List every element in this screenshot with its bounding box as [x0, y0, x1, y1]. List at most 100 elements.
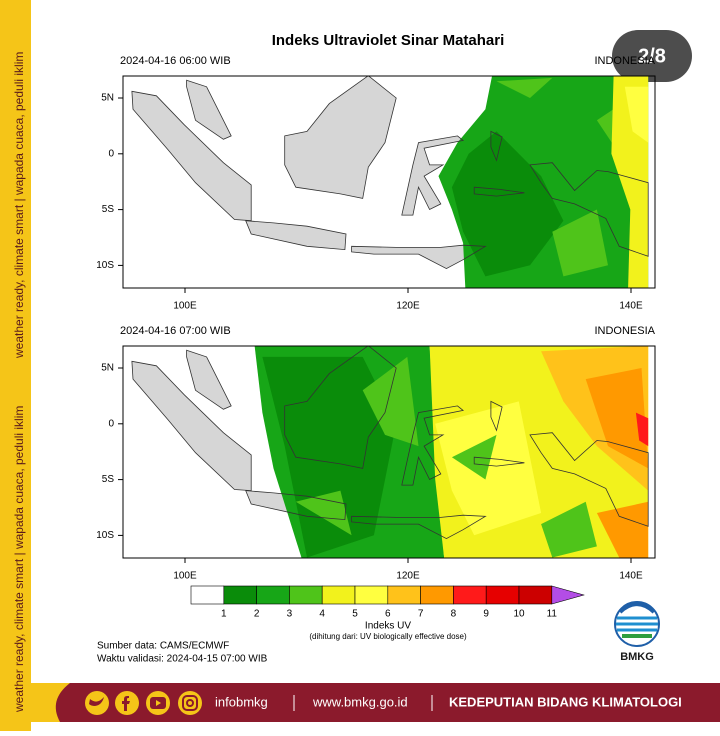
map-area: [131, 76, 649, 288]
lon-label: 100E: [173, 571, 197, 582]
lat-label: 10S: [96, 530, 114, 541]
uv-field: [362, 356, 419, 447]
uv-field: [624, 86, 649, 143]
uv-field: [596, 501, 649, 558]
lat-label: 5N: [101, 363, 114, 374]
colorbar-box: [453, 585, 487, 605]
colorbar-label: 4: [319, 609, 325, 620]
map-frame: [122, 75, 656, 289]
coastline: [245, 220, 347, 251]
colorbar-label: 8: [451, 609, 457, 620]
lon-label: 120E: [396, 301, 420, 312]
land: [131, 361, 252, 491]
coastline: [284, 346, 397, 469]
instagram-icon[interactable]: [178, 691, 202, 715]
land: [186, 80, 232, 140]
footer-accent: [31, 683, 70, 722]
colorbar-box: [387, 585, 421, 605]
footer-handle[interactable]: infobmkg: [215, 694, 268, 709]
coastline: [401, 135, 465, 216]
colorbar-box: [420, 585, 454, 605]
map-area: [131, 346, 649, 558]
coastline: [401, 405, 465, 486]
colorbar-label: 6: [385, 609, 391, 620]
logo-text: BMKG: [620, 651, 654, 663]
coastline: [131, 90, 252, 222]
map-region: INDONESIA: [594, 55, 655, 67]
land: [245, 220, 346, 250]
coastline: [351, 244, 487, 270]
coastline: [473, 186, 525, 197]
colorbar-box: [256, 585, 290, 605]
land: [186, 350, 232, 410]
lat-label: 0: [108, 418, 114, 429]
lon-label: 120E: [396, 571, 420, 582]
badge-text: 2/8: [638, 45, 666, 67]
lat-label: 0: [108, 148, 114, 159]
coastline: [245, 490, 347, 521]
colorbar-label: 10: [513, 609, 525, 620]
side-text: weather ready, climate smart | wapada cu…: [12, 52, 26, 359]
lat-label: 5S: [102, 474, 115, 485]
map-time: 2024-04-16 07:00 WIB: [120, 325, 231, 337]
colorbar-label: 3: [287, 609, 293, 620]
colorbar-box: [289, 585, 323, 605]
coastline: [473, 456, 525, 467]
uv-field: [541, 501, 597, 558]
coastline: [529, 432, 649, 527]
side-strip: [0, 0, 31, 731]
footer-bar: [31, 683, 720, 722]
footer-website[interactable]: www.bmkg.go.id: [312, 694, 408, 709]
coastline: [529, 162, 649, 257]
footer-unit: KEDEPUTIAN BIDANG KLIMATOLOGI: [449, 694, 682, 709]
lat-label: 5S: [102, 204, 115, 215]
land: [131, 91, 252, 221]
lat-label: 10S: [96, 260, 114, 271]
coastline: [284, 76, 397, 199]
social-icons: [85, 691, 202, 715]
uv-field: [295, 490, 352, 536]
colorbar-subtitle: (dihitung dari: UV biologically effectiv…: [309, 632, 467, 641]
uv-field: [496, 77, 553, 98]
colorbar-label: 2: [254, 609, 260, 620]
uv-field: [552, 209, 608, 277]
land: [284, 76, 397, 199]
colorbar-label: 5: [352, 609, 358, 620]
uv-field: [451, 131, 564, 277]
coastline: [186, 349, 232, 410]
coastline: [490, 400, 503, 432]
coastline: [131, 360, 252, 492]
page-badge[interactable]: [612, 30, 692, 82]
coastline: [351, 514, 487, 540]
colorbar-label: 9: [483, 609, 489, 620]
uv-field: [262, 356, 397, 558]
coastline: [490, 130, 503, 162]
colorbar-arrow: [551, 585, 585, 605]
colorbar-box: [354, 585, 389, 605]
colorbar-title: Indeks UV: [365, 621, 411, 632]
source: Sumber data: CAMS/ECMWF: [97, 641, 229, 652]
bmkg-logo: [614, 601, 660, 647]
map-frame: [122, 345, 656, 559]
uv-field: [585, 368, 649, 469]
map-time: 2024-04-16 06:00 WIB: [120, 55, 231, 67]
validity: Waktu validasi: 2024-04-15 07:00 WIB: [97, 654, 268, 665]
colorbar: 1 2 3 4 5 6 7 8 9 10 11: [190, 585, 585, 620]
lon-label: 100E: [173, 301, 197, 312]
map-region: INDONESIA: [594, 325, 655, 337]
colorbar-box: [223, 585, 257, 605]
colorbar-label: 7: [418, 609, 424, 620]
colorbar-box: [485, 585, 520, 605]
lon-label: 140E: [619, 571, 643, 582]
lon-label: 140E: [619, 301, 643, 312]
title: Indeks Ultraviolet Sinar Matahari: [272, 32, 505, 49]
colorbar-box: [190, 585, 225, 605]
colorbar-label: 11: [547, 609, 558, 620]
colorbar-box: [321, 585, 356, 605]
land: [351, 245, 486, 269]
lat-label: 5N: [101, 93, 114, 104]
colorbar-box: [518, 585, 553, 605]
side-text: weather ready, climate smart | wapada cu…: [12, 406, 26, 713]
coastline: [186, 79, 232, 140]
